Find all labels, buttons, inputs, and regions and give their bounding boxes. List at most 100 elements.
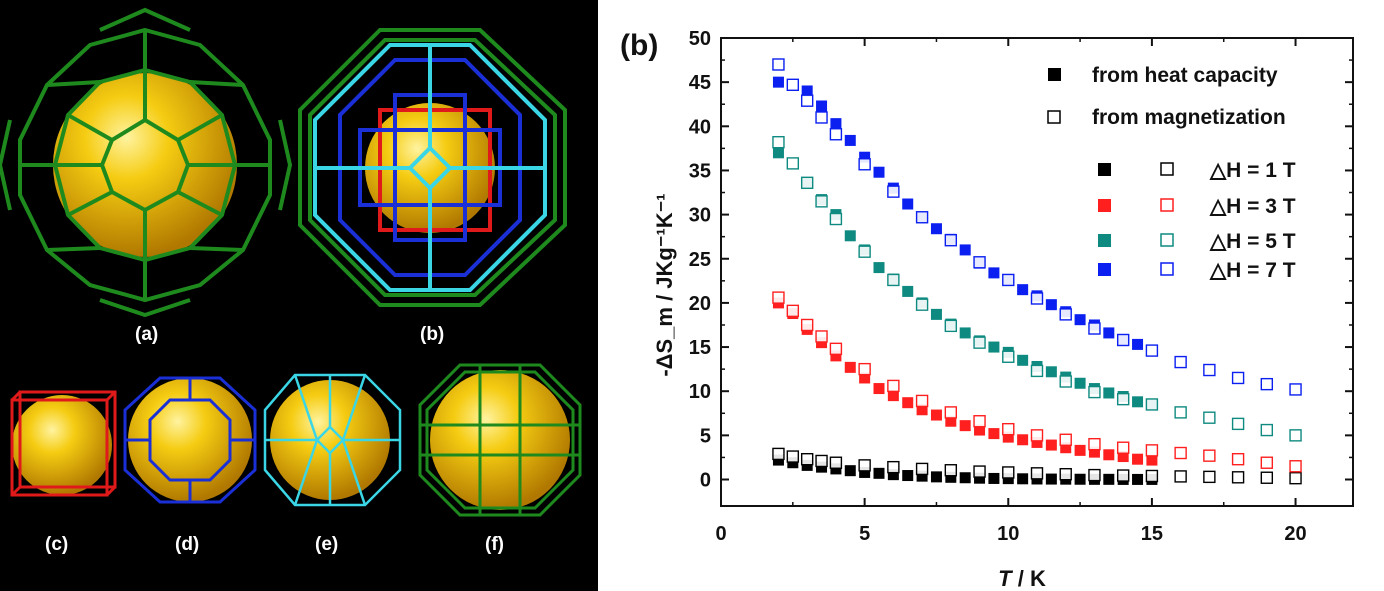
data-point [1260,456,1274,469]
data-point [772,147,784,159]
data-point [1002,431,1014,443]
data-point [844,134,856,146]
y-tick-label: 0 [700,470,711,492]
series-3T-open [772,291,1302,473]
data-point [916,470,928,482]
x-tick-label: 15 [1141,523,1163,545]
data-point [887,460,900,474]
data-point [1132,396,1144,408]
data-point [1074,314,1086,326]
data-point [829,456,843,469]
data-point [1116,469,1130,482]
data-point [786,450,800,463]
data-point [829,212,843,226]
structure-d [123,376,257,504]
series-7T-filled [772,76,1144,350]
data-point [1045,366,1057,378]
data-point [930,409,942,421]
y-tick-label: 15 [689,337,711,359]
y-tick-label: 35 [689,160,711,182]
label-a: (a) [135,324,158,345]
structure-f [418,363,582,517]
data-point [930,223,942,235]
structure-b [298,28,567,307]
structure-e [263,373,402,507]
legend-label-3T: △H = 3 T [1209,195,1296,218]
data-point [1117,451,1129,463]
data-point [1203,449,1216,462]
data-point [859,151,871,163]
data-point [830,118,842,130]
data-point [1146,454,1158,466]
data-point [1088,468,1101,482]
legend-7T-filled [1098,263,1111,276]
data-point [1088,322,1101,335]
x-axis-label-rest: / K [1012,566,1046,591]
x-tick-label: 0 [715,523,726,545]
data-point [1231,471,1245,484]
legend-3T-filled [1098,199,1111,212]
y-tick-label: 50 [689,28,711,50]
data-point [1045,439,1057,451]
data-point [1145,444,1159,457]
data-point [974,472,986,484]
data-point [800,318,814,332]
data-point [915,394,929,408]
data-point [1260,377,1274,391]
data-point [1174,355,1187,369]
legend-5T-filled [1098,234,1111,247]
legend-label-heat-capacity: from heat capacity [1092,64,1278,87]
data-point [1017,473,1029,485]
data-point [859,466,871,478]
data-point [959,244,971,256]
data-point [930,308,942,320]
data-point [1289,471,1302,485]
data-point [1002,422,1015,436]
plot-frame [720,37,1354,507]
data-point [873,166,885,178]
data-point [1088,385,1101,399]
data-point [915,211,929,224]
data-point [815,330,828,343]
data-point [1231,371,1245,385]
data-point [902,285,914,297]
data-point [1059,468,1072,481]
data-point [1017,434,1029,446]
data-point [815,111,828,124]
legend-marker-open [1047,110,1061,124]
legend-marker-filled [1048,68,1061,81]
data-point [1002,350,1015,363]
data-point [959,327,971,339]
legend-5T-open [1160,233,1174,247]
data-point [873,262,885,274]
data-point [1074,444,1086,456]
data-point [786,304,800,318]
data-point [844,465,856,477]
data-point [887,390,899,402]
data-point [1060,442,1072,454]
legend: from heat capacity from magnetization △H… [1047,64,1296,282]
y-tick-label: 25 [689,249,711,271]
legend-label-magnetization: from magnetization [1092,106,1286,129]
data-point [800,176,814,190]
y-tick-label: 40 [689,116,711,138]
data-point [1289,429,1302,442]
data-point [902,198,914,210]
data-point [1203,363,1216,377]
data-point [1059,433,1072,446]
cage-structures-illustration: (a) (b) (c) (d) (e) (f) [0,7,582,555]
data-point [988,428,1000,440]
data-point [988,267,1000,279]
data-point [772,447,785,461]
data-point [1174,406,1187,419]
data-point [887,469,899,481]
data-point [1045,473,1057,485]
data-point [1260,471,1274,484]
data-point [887,185,900,198]
x-tick-label: 20 [1284,523,1306,545]
data-point [1074,377,1086,389]
data-point [1103,449,1115,461]
data-point [1174,470,1187,483]
data-point [973,465,986,478]
legend-3T-open [1160,198,1174,212]
